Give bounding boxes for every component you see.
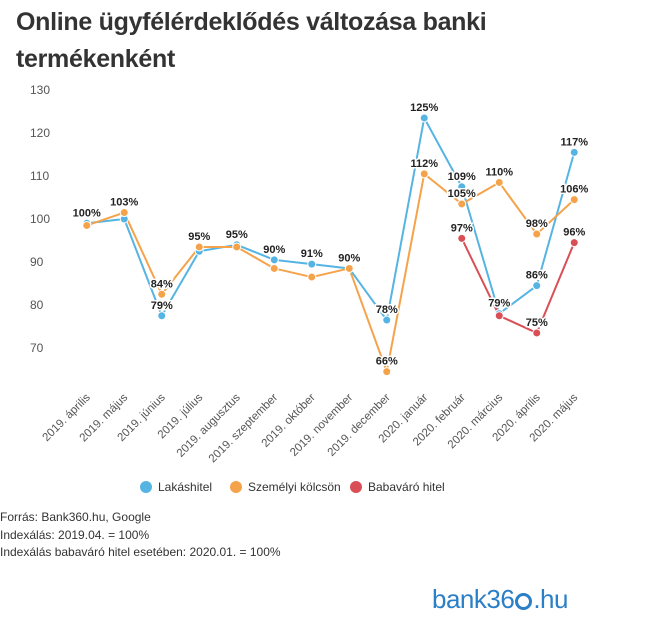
- chart-title: Online ügyfélérdeklődés változása banki …: [16, 8, 487, 73]
- series-point-1: [307, 272, 317, 282]
- series-point-0: [382, 315, 392, 325]
- data-label: 66%: [376, 356, 398, 368]
- series-point-1: [457, 199, 467, 209]
- logo-text-left: bank36: [432, 584, 515, 614]
- data-label: 84%: [151, 278, 173, 290]
- index-note: Indexálás: 2019.04. = 100%: [0, 527, 150, 542]
- series-point-1: [569, 195, 579, 205]
- x-tick-label: 2019. augusztus: [175, 391, 243, 459]
- data-label: 95%: [226, 229, 248, 241]
- series-line-2: [460, 237, 576, 334]
- series-point-1: [82, 220, 92, 230]
- y-tick-label: 80: [30, 298, 44, 312]
- legend-marker-0: [140, 481, 152, 493]
- data-label: 97%: [451, 222, 473, 234]
- series-point-1: [344, 263, 354, 273]
- legend-label: Személyi kölcsön: [248, 480, 341, 494]
- series-point-0: [457, 182, 467, 192]
- chart-notes: Forrás: Bank360.hu, Google Indexálás: 20…: [0, 509, 281, 562]
- data-label: 103%: [110, 197, 138, 209]
- data-label: 110%: [485, 166, 513, 178]
- data-label: 109%: [448, 171, 476, 183]
- series-point-2: [569, 238, 579, 248]
- legend-label: Babaváró hitel: [368, 480, 445, 494]
- data-label: 90%: [263, 244, 285, 256]
- series-point-2: [457, 233, 467, 243]
- index-note-babavaro: Indexálás babaváró hitel esetében: 2020.…: [0, 545, 281, 559]
- data-label: 90%: [338, 252, 360, 264]
- series-point-1: [232, 242, 242, 252]
- legend-label: Lakáshitel: [158, 480, 212, 494]
- legend-marker-1: [230, 481, 242, 493]
- y-tick-label: 100: [30, 212, 50, 226]
- data-label: 98%: [526, 218, 548, 230]
- data-label: 106%: [560, 184, 588, 196]
- logo-text-right: .hu: [533, 584, 568, 614]
- data-label: 79%: [151, 300, 173, 312]
- series-point-0: [157, 311, 167, 321]
- source-note: Forrás: Bank360.hu, Google: [0, 510, 151, 524]
- series-point-0: [569, 147, 579, 157]
- data-label: 86%: [526, 270, 548, 282]
- data-label: 112%: [410, 158, 438, 170]
- data-label: 100%: [73, 207, 101, 219]
- data-label: 78%: [376, 304, 398, 316]
- series-line-0: [86, 116, 576, 322]
- series-point-1: [532, 229, 542, 239]
- series-point-1: [382, 367, 392, 377]
- series-point-2: [494, 311, 504, 321]
- series-point-1: [194, 242, 204, 252]
- series-point-0: [307, 259, 317, 269]
- series-point-2: [532, 328, 542, 338]
- series-point-0: [532, 281, 542, 291]
- series-point-1: [269, 263, 279, 273]
- y-tick-label: 120: [30, 126, 50, 140]
- series-point-0: [269, 255, 279, 265]
- series-line-1: [86, 172, 575, 373]
- legend-marker-2: [350, 481, 362, 493]
- series-point-1: [419, 169, 429, 179]
- series-point-1: [157, 289, 167, 299]
- y-tick-label: 70: [30, 341, 44, 355]
- bank360-logo: bank36 .hu: [432, 584, 568, 615]
- data-label: 75%: [526, 317, 548, 329]
- data-label: 125%: [410, 102, 438, 114]
- y-tick-label: 130: [30, 83, 50, 97]
- data-label: 95%: [188, 231, 210, 243]
- data-label: 105%: [448, 188, 476, 200]
- x-tick-label: 2019. szeptember: [207, 392, 281, 466]
- logo-ring-icon: [515, 593, 533, 610]
- data-label: 91%: [301, 248, 323, 260]
- y-tick-label: 110: [30, 169, 49, 183]
- series-point-1: [119, 208, 129, 218]
- data-label: 96%: [563, 227, 585, 239]
- series-point-0: [419, 113, 429, 123]
- y-tick-label: 90: [30, 255, 44, 269]
- data-label: 79%: [488, 298, 510, 310]
- data-label: 117%: [560, 136, 588, 148]
- series-point-1: [494, 177, 504, 187]
